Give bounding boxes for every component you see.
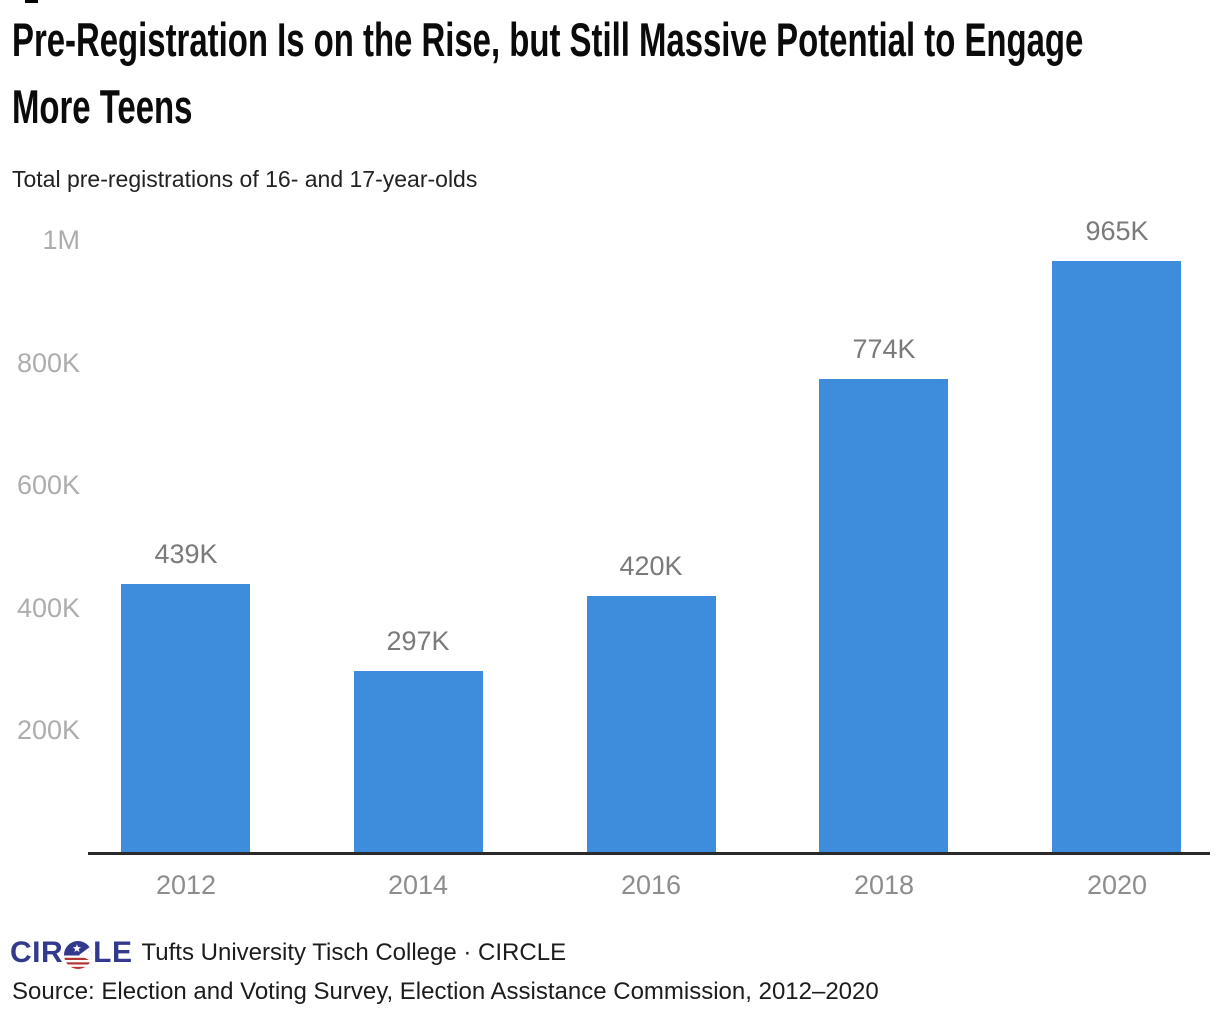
x-axis-label: 2016: [620, 870, 682, 900]
bar-chart: 200K 400K 600K 800K 1M 439K 297K 420K 774K 965K …: [16, 216, 1210, 900]
attribution-text: Tufts University Tisch College · CIRCLE: [141, 939, 567, 966]
x-axis-label: 2014: [387, 870, 449, 900]
x-axis-label: 2020: [1086, 870, 1148, 900]
y-axis-tick-label: 600K: [16, 470, 80, 501]
circle-logo-text-suffix: LE: [93, 936, 133, 969]
logo-row: CIR LE Tufts University Tisch Colleg: [10, 936, 566, 970]
top-edge-artifact: [25, 0, 38, 3]
bar-value-label: 297K: [386, 626, 450, 656]
circle-logo: CIR LE: [10, 936, 133, 970]
circle-logo-text-prefix: CIR: [10, 936, 64, 969]
bar-2014: [354, 671, 483, 853]
bar-value-label: 965K: [1085, 216, 1149, 246]
bar-value-label: 774K: [852, 334, 916, 364]
title-line-2: More Teens: [12, 80, 193, 133]
x-axis-label: 2018: [853, 870, 915, 900]
x-axis-line: [88, 852, 1210, 855]
bar-value-label: 420K: [619, 551, 683, 581]
x-axis-label: 2012: [155, 870, 217, 900]
bar-2012: [121, 584, 250, 853]
bar-2020: [1052, 261, 1181, 853]
title-line-1: Pre-Registration Is on the Rise, but Sti…: [12, 13, 1084, 66]
circle-logo-flag-icon: [64, 940, 93, 969]
bar-value-label: 439K: [154, 539, 218, 569]
y-axis-tick-label: 800K: [16, 347, 80, 378]
bar-2016: [587, 596, 716, 853]
y-axis-tick-label: 200K: [16, 715, 80, 746]
y-axis-tick-label: 1M: [42, 225, 80, 255]
source-text: Source: Election and Voting Survey, Elec…: [12, 978, 879, 1005]
bar-2018: [819, 379, 948, 853]
y-axis-tick-label: 400K: [16, 592, 80, 623]
chart-subtitle: Total pre-registrations of 16- and 17-ye…: [12, 166, 478, 192]
chart-title: Pre-Registration Is on the Rise, but Sti…: [12, 6, 1220, 140]
